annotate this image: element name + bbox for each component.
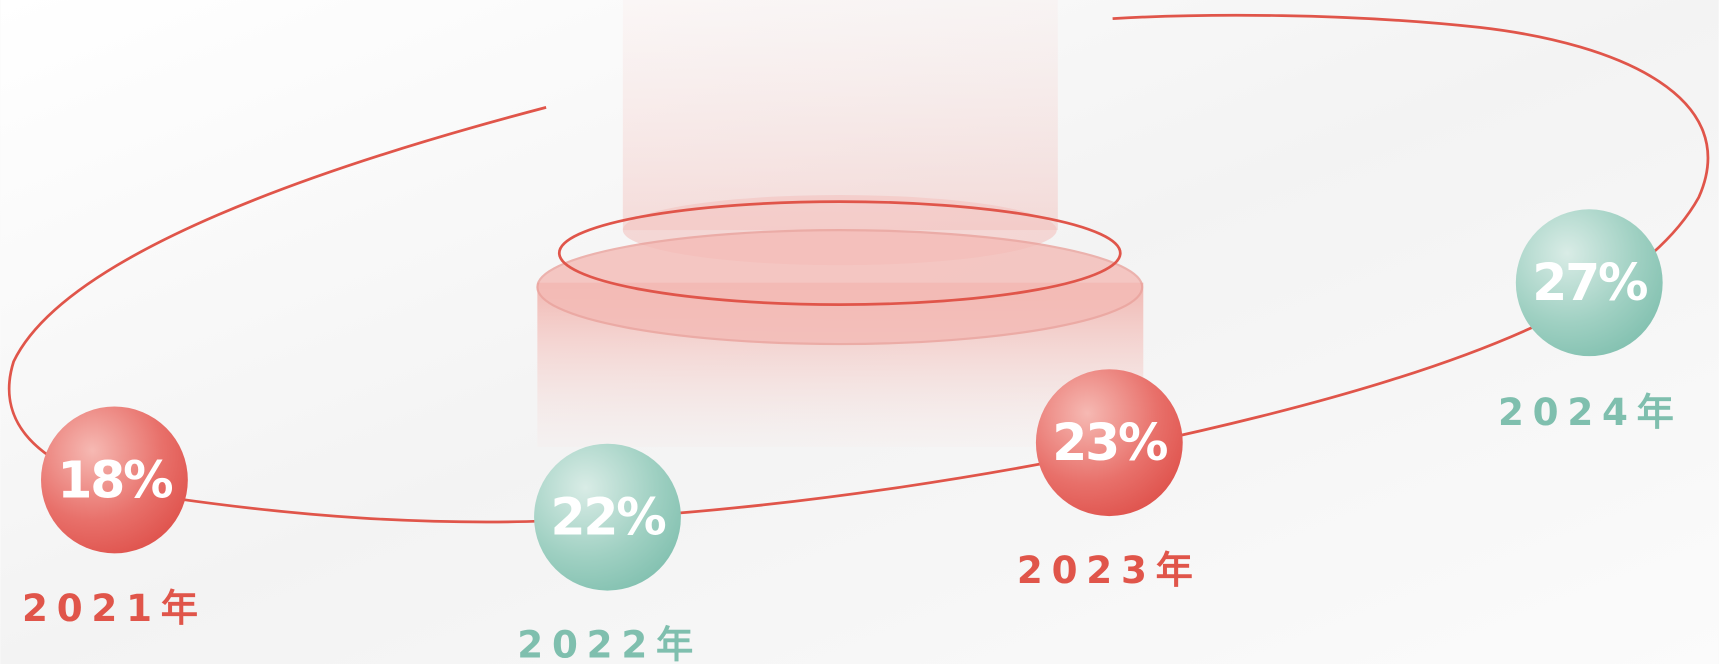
year: 2023年 bbox=[1017, 548, 1202, 592]
orbit bbox=[7, 13, 1710, 524]
percent: 27% bbox=[1532, 253, 1647, 312]
light-beam bbox=[622, 0, 1058, 231]
year: 2024年 bbox=[1498, 390, 1683, 434]
bubble bbox=[1035, 369, 1183, 517]
item: 18% 2021年 bbox=[22, 406, 207, 630]
cylinder-top bbox=[536, 229, 1144, 346]
year: 2022年 bbox=[517, 622, 702, 664]
item: 27% 2024年 bbox=[1498, 209, 1683, 434]
percent: 18% bbox=[57, 450, 172, 509]
percent: 23% bbox=[1052, 413, 1167, 472]
bubble bbox=[534, 443, 681, 591]
ring bbox=[557, 200, 1122, 306]
item: 23% 2023年 bbox=[1017, 369, 1202, 592]
year: 2021年 bbox=[22, 586, 207, 630]
bubble bbox=[1515, 209, 1663, 357]
percent: 22% bbox=[550, 488, 665, 547]
item: 22% 2022年 bbox=[517, 443, 702, 664]
bubble bbox=[41, 406, 188, 554]
